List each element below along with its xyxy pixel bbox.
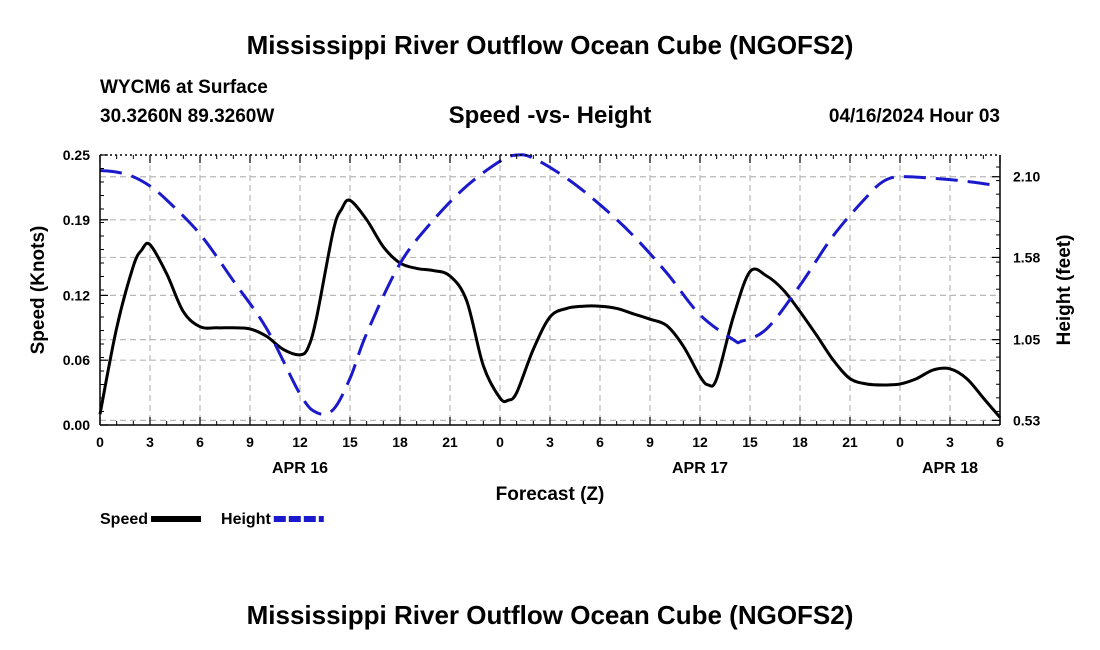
x-tick-label: 0 [496,434,504,450]
coordinates-label: 30.3260N 89.3260W [100,106,275,127]
x-tick-label: 0 [96,434,104,450]
x-tick-label: 0 [896,434,904,450]
x-tick-label: 3 [946,434,954,450]
x-tick-label: 3 [146,434,154,450]
x-tick-label: 6 [996,434,1004,450]
page-title: Mississippi River Outflow Ocean Cube (NG… [246,30,854,60]
y-tick-label: 0.12 [63,287,90,303]
x-tick-label: 9 [646,434,654,450]
footer-title: Mississippi River Outflow Ocean Cube (NG… [246,600,854,630]
x-tick-label: 9 [246,434,254,450]
legend-label-speed: Speed [100,511,148,528]
station-label: WYCM6 at Surface [100,77,268,98]
y2-tick-label: 1.05 [1013,332,1040,348]
x-tick-label: 12 [292,434,308,450]
y2-axis-title: Height (feet) [1054,235,1075,346]
y-tick-label: 0.19 [63,212,90,228]
x-tick-label: 21 [442,434,458,450]
day-label: APR 18 [922,460,978,477]
y-axis-title: Speed (Knots) [28,226,49,355]
series-line-speed [98,198,1002,419]
y-tick-label: 0.06 [63,352,90,368]
y-tick-label: 0.25 [63,147,90,163]
y2-tick-label: 1.58 [1013,249,1040,265]
x-tick-label: 6 [596,434,604,450]
x-tick-label: 18 [392,434,408,450]
x-tick-label: 6 [196,434,204,450]
x-tick-label: 3 [546,434,554,450]
day-label: APR 16 [272,460,328,477]
day-label: APR 17 [672,460,728,477]
y-tick-label: 0.00 [63,417,90,433]
x-axis-title: Forecast (Z) [496,484,605,505]
y2-tick-label: 2.10 [1013,169,1040,185]
x-tick-label: 15 [742,434,758,450]
legend-label-height: Height [221,511,271,528]
x-tick-label: 18 [792,434,808,450]
chart-title: Speed -vs- Height [448,102,652,129]
x-tick-label: 15 [342,434,358,450]
x-tick-label: 21 [842,434,858,450]
y2-tick-label: 0.53 [1013,412,1040,428]
datetime-label: 04/16/2024 Hour 03 [828,106,1000,127]
x-tick-label: 12 [692,434,708,450]
